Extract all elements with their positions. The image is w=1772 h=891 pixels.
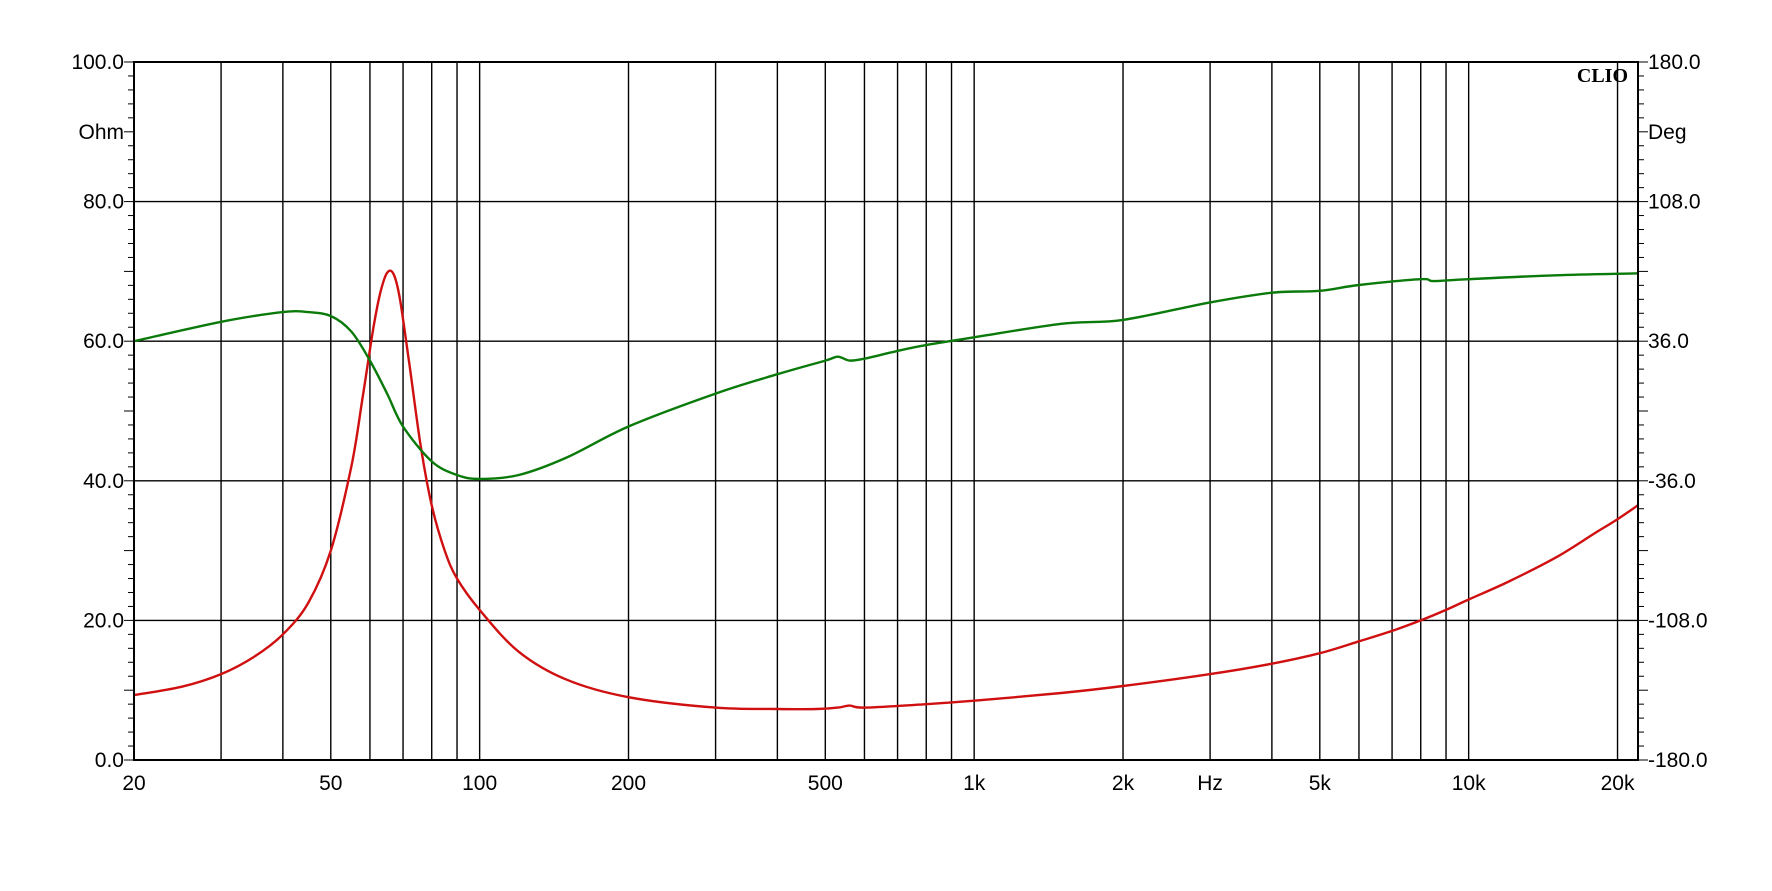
- x-tick-label: 100: [462, 772, 497, 795]
- y-right-tick-label: -180.0: [1648, 749, 1708, 772]
- y-right-tick-label: 108.0: [1648, 191, 1701, 214]
- phase-curve: [133, 272, 1639, 481]
- y-left-tick-label: 40.0: [83, 470, 124, 493]
- y-left-unit-label: Ohm: [78, 121, 124, 144]
- y-right-unit-label: Deg: [1648, 121, 1687, 144]
- y-left-tick-label: 80.0: [83, 191, 124, 214]
- y-left-tick-label: 20.0: [83, 609, 124, 632]
- x-tick-label: 1k: [963, 772, 986, 795]
- y-right-tick-label: -108.0: [1648, 609, 1708, 632]
- minor-ticks-layer: [124, 61, 1648, 761]
- labels-layer: 20 50 100 200 500 1k 2k Hz 5k 10k 20k 0.0 20.0 40.0 60…: [71, 51, 1707, 795]
- y-right-tick-label: 36.0: [1648, 330, 1689, 353]
- y-right-tick-label: 180.0: [1648, 51, 1701, 74]
- x-tick-label: 20k: [1601, 772, 1635, 795]
- x-tick-label: 200: [611, 772, 646, 795]
- brand-label: CLIO: [1577, 65, 1628, 87]
- x-tick-label: Hz: [1197, 772, 1223, 795]
- x-tick-label: 10k: [1452, 772, 1486, 795]
- x-tick-label: 2k: [1112, 772, 1135, 795]
- x-tick-label: 5k: [1309, 772, 1332, 795]
- x-tick-label: 500: [808, 772, 843, 795]
- x-tick-label: 50: [319, 772, 342, 795]
- y-left-tick-label: 60.0: [83, 330, 124, 353]
- y-left-tick-label: 100.0: [71, 51, 124, 74]
- x-tick-label: 20: [122, 772, 145, 795]
- impedance-curve: [133, 269, 1639, 711]
- y-right-tick-label: -36.0: [1648, 470, 1696, 493]
- series-layer: [133, 269, 1639, 711]
- y-left-tick-label: 0.0: [95, 749, 124, 772]
